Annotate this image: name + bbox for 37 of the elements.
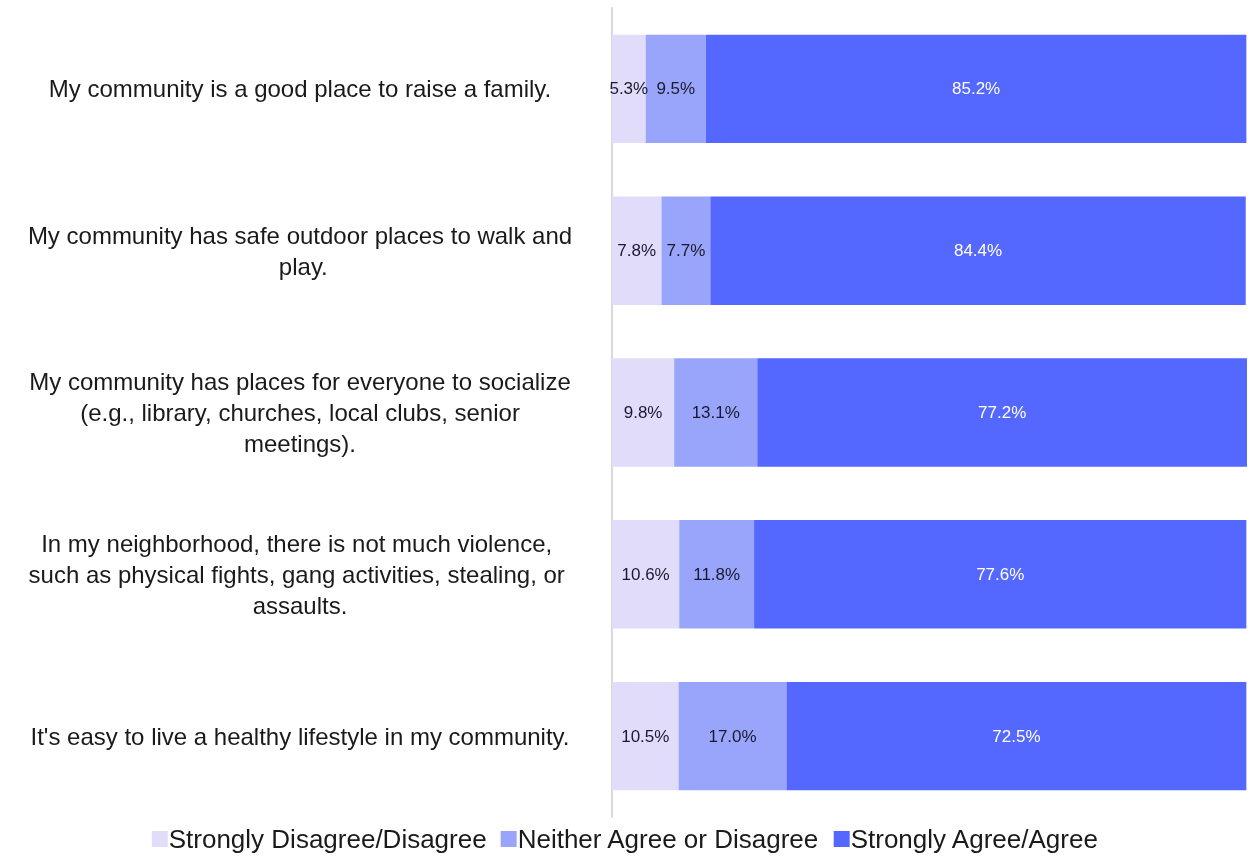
bar [612, 34, 646, 144]
legend-label: Neither Agree or Disagree [517, 824, 819, 854]
data-label: 9.5% [656, 79, 696, 99]
bar [612, 196, 662, 305]
bar [661, 196, 711, 305]
bar [754, 520, 1247, 629]
bar [679, 520, 755, 629]
data-label: 5.3% [609, 79, 649, 99]
bar [705, 34, 1247, 144]
data-label: 9.8% [623, 403, 663, 422]
bar [674, 358, 758, 467]
data-label: 17.0% [708, 726, 757, 746]
data-label: 77.2% [978, 403, 1027, 422]
legend-label: Strongly Agree/Agree [850, 824, 1098, 854]
data-label: 11.8% [693, 564, 741, 584]
bar [612, 520, 680, 629]
data-label: 10.5% [621, 726, 670, 746]
bar [757, 358, 1247, 467]
y-tick-label: My community has places for everyone to socialize (e.g., library, churches, local clubs, senior meetings). [29, 368, 571, 457]
y-tick-label: My community is a good place to raise a family. [48, 75, 552, 103]
bar [710, 196, 1246, 305]
data-label: 10.6% [621, 564, 670, 584]
bar [612, 358, 675, 467]
y-tick-label: My community has safe outdoor places to walk and play. [27, 221, 573, 280]
data-label: 84.4% [953, 241, 1003, 261]
legend-label: Strongly Disagree/Disagree [168, 824, 487, 854]
bar [678, 681, 787, 791]
y-tick-label: In my neighborhood, there is not much violence, such as physical fights, gang activities, stealing, or assaults. [28, 529, 572, 619]
data-label: 77.6% [976, 564, 1025, 584]
data-label: 7.7% [666, 241, 706, 261]
bar [612, 681, 679, 791]
y-tick-label: It's easy to live a healthy lifestyle in my community. [30, 722, 570, 750]
bar [786, 681, 1247, 791]
data-label: 72.5% [992, 726, 1041, 746]
data-label: 85.2% [952, 79, 1001, 99]
data-label: 13.1% [691, 403, 740, 422]
data-label: 7.8% [617, 241, 657, 261]
